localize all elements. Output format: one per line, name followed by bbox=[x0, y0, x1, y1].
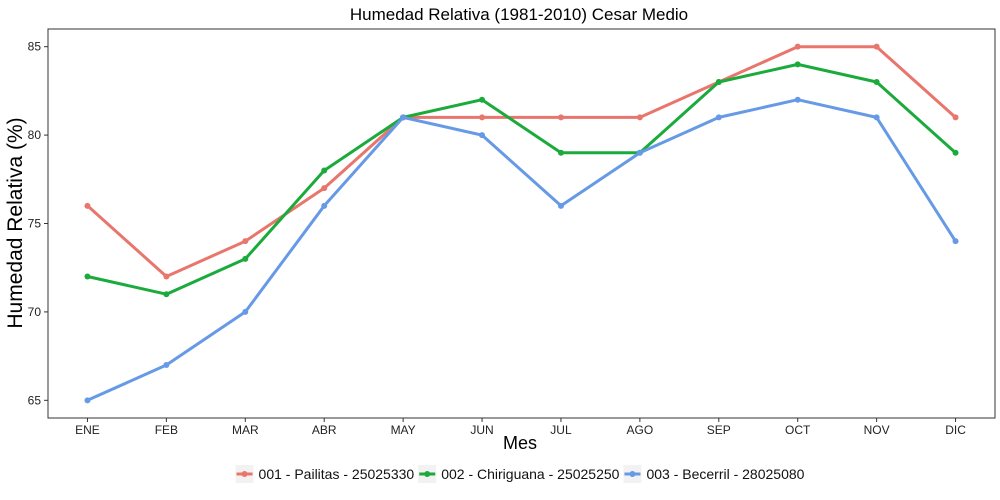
x-axis: ENE FEB MAR ABR MAY JUN JUL AGO SEP OCT NOV DIC bbox=[75, 418, 966, 437]
data-point bbox=[242, 255, 249, 262]
x-tick-label: FEB bbox=[155, 423, 178, 437]
data-point bbox=[952, 114, 959, 121]
legend-key-point bbox=[424, 471, 431, 477]
data-point bbox=[242, 238, 249, 245]
data-point bbox=[84, 273, 91, 280]
data-point bbox=[400, 114, 407, 121]
data-point bbox=[479, 132, 486, 139]
series-line bbox=[86, 45, 957, 278]
x-tick-label: JUL bbox=[550, 423, 572, 437]
data-point bbox=[557, 114, 564, 121]
series-line bbox=[86, 98, 957, 402]
x-tick-label: OCT bbox=[785, 423, 811, 437]
y-axis-title: Humedad Relativa (%) bbox=[4, 117, 27, 328]
legend-key-point bbox=[241, 471, 248, 477]
data-point bbox=[873, 43, 880, 50]
chart-title: Humedad Relativa (1981-2010) Cesar Medio bbox=[350, 5, 688, 24]
plot-panel bbox=[47, 28, 996, 419]
data-point bbox=[479, 96, 486, 103]
series-line bbox=[86, 62, 957, 296]
data-point bbox=[163, 291, 170, 298]
data-point bbox=[873, 114, 880, 121]
legend: 001 - Pailitas - 25025330 002 - Chiriguan… bbox=[235, 465, 805, 483]
data-point bbox=[321, 185, 328, 192]
y-tick-label: 65 bbox=[28, 393, 42, 407]
data-point bbox=[557, 202, 564, 209]
series-3 bbox=[84, 96, 959, 404]
x-tick-label: MAY bbox=[391, 423, 416, 437]
x-tick-label: JUN bbox=[470, 423, 493, 437]
legend-item: 003 - Becerril - 28025080 bbox=[623, 465, 805, 483]
data-point bbox=[321, 167, 328, 174]
data-point bbox=[557, 149, 564, 156]
data-point bbox=[794, 96, 801, 103]
data-point bbox=[794, 43, 801, 50]
x-tick-label: SEP bbox=[707, 423, 731, 437]
y-tick-label: 85 bbox=[28, 40, 42, 54]
y-tick-label: 80 bbox=[28, 128, 42, 142]
data-point bbox=[636, 114, 643, 121]
x-tick-label: AGO bbox=[627, 423, 654, 437]
data-point bbox=[84, 397, 91, 404]
series-2 bbox=[84, 61, 959, 298]
x-axis-title: Mes bbox=[503, 433, 537, 453]
data-point bbox=[321, 202, 328, 209]
legend-item: 001 - Pailitas - 25025330 bbox=[235, 465, 415, 483]
x-tick-label: ENE bbox=[75, 423, 100, 437]
x-tick-label: ABR bbox=[312, 423, 337, 437]
y-tick-label: 70 bbox=[28, 305, 42, 319]
y-axis: 65 70 75 80 85 bbox=[28, 40, 48, 407]
y-tick-label: 75 bbox=[28, 217, 42, 231]
data-point bbox=[163, 361, 170, 368]
data-point bbox=[84, 202, 91, 209]
x-tick-label: DIC bbox=[945, 423, 966, 437]
data-point bbox=[242, 308, 249, 315]
series-1 bbox=[84, 43, 959, 280]
data-point bbox=[873, 79, 880, 86]
data-point bbox=[715, 79, 722, 86]
legend-label: 003 - Becerril - 28025080 bbox=[646, 466, 804, 482]
data-point bbox=[715, 114, 722, 121]
data-point bbox=[952, 238, 959, 245]
legend-item: 002 - Chiriguana - 25025250 bbox=[418, 465, 620, 483]
data-point bbox=[794, 61, 801, 68]
x-tick-label: NOV bbox=[864, 423, 890, 437]
legend-label: 002 - Chiriguana - 25025250 bbox=[441, 466, 619, 482]
data-point bbox=[636, 149, 643, 156]
series-layer bbox=[84, 43, 959, 404]
legend-key-point bbox=[629, 471, 636, 477]
legend-label: 001 - Pailitas - 25025330 bbox=[259, 466, 415, 482]
x-tick-label: MAR bbox=[232, 423, 259, 437]
data-point bbox=[479, 114, 486, 121]
data-point bbox=[952, 149, 959, 156]
data-point bbox=[163, 273, 170, 280]
